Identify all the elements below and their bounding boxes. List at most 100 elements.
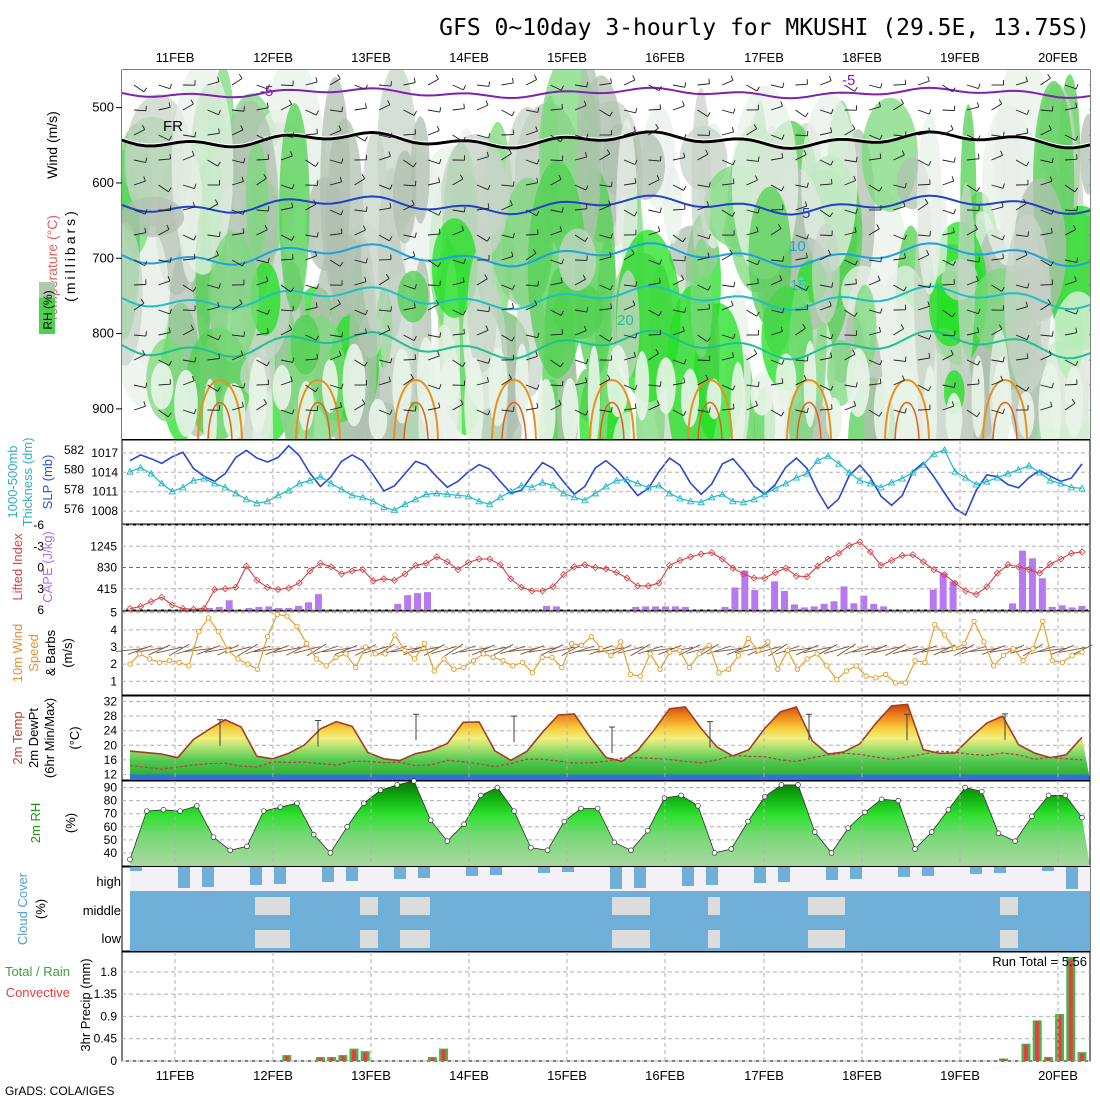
wind-barb-flag [365,103,367,109]
thickness-point [824,451,832,459]
wind-barb-flag [439,107,442,113]
wind-barb [637,645,663,655]
rh-blob [923,365,937,439]
wind-barb [354,209,367,212]
wind-barb-flag [193,408,197,414]
wind-barb [305,334,317,341]
cape-bar [880,606,888,610]
cloud-high-bar [130,867,142,871]
wind-barb-flag [194,183,197,189]
wind-barb-flag [218,109,221,115]
cape-bar [790,604,798,610]
bottom-date-label: 18FEB [842,1068,882,1083]
wind-barb [1015,132,1028,136]
wind-barb-flag [901,150,905,156]
wind-barb [1015,109,1028,115]
cape-bar [949,581,957,610]
rh-blob [248,357,268,434]
wind-barb [961,645,987,655]
wind-barb-flag [1000,150,1003,156]
wind-barb-flag [924,198,929,204]
wind-barb [378,207,391,211]
wind-barb-flag [217,301,220,308]
wind-speed-point [775,666,781,672]
wind-speed-point [500,658,506,664]
wind-speed-point [460,664,467,671]
isotherm-label: -5 [842,72,855,89]
cape-bar [771,581,779,610]
wind-barb [354,259,367,264]
dewpoint-line [129,750,1083,770]
wind-barb [354,281,367,286]
thickness-point [930,449,938,457]
wind-barb [648,230,661,236]
li-point [454,566,462,574]
wind-barb-flag [853,400,857,406]
wind-barb [476,104,489,111]
wind-barb-flag [900,99,904,104]
wind-barb [525,334,538,339]
li-point [327,563,335,571]
3hr-precip-panel: 1.81.350.90.450 [94,956,1090,1068]
cape-bar [1078,605,1086,610]
wind-barb-flag [782,256,784,262]
wind-speed-point [529,670,536,676]
wind-barb-flag [192,287,197,292]
thickness-point [1004,469,1012,477]
wind-speed-point [883,671,889,678]
wind-barb-flag [387,100,391,105]
cape-bar [1038,578,1046,610]
cloud-high-bar [682,867,694,886]
wind-barb-flag [828,75,832,81]
rh-blob [488,347,508,427]
wind-barb-flag [802,323,806,329]
cloud-high-bar [634,867,646,888]
li-point [940,571,949,579]
wind-barb [844,405,856,411]
wind-barb-flag [610,406,613,412]
wind-barb [550,282,563,286]
wind-barb [892,645,918,655]
wind-barb [648,282,661,286]
wind-barb [329,233,342,236]
thickness-point [612,476,621,484]
wind-label-2: Speed [26,634,41,672]
rh-blob [342,343,366,427]
wind-barb [427,130,440,136]
wind-barb [1015,203,1027,211]
wind-barb [770,331,783,336]
wind-barb [550,108,563,111]
wind-speed-point [794,666,801,672]
cloud-high-bar [562,867,574,872]
cape-bar [800,607,808,610]
wind-barb [1089,209,1090,211]
li-point [549,583,557,591]
wind-barb-flag [852,124,856,130]
wind-speed-point [127,661,133,667]
wind-barb-flag [927,76,930,82]
wind-barb [207,284,220,289]
li-point [708,549,716,557]
wind-barb-flag [634,178,637,184]
wind-barb-flag [315,387,319,392]
wind-barb [574,309,587,313]
wind-barb [305,109,317,116]
wind-barb-flag [1025,386,1030,392]
wind-barb-flag [314,250,318,256]
cloud-high-bar [922,867,934,876]
wind-barb [280,380,293,386]
wind-barb-flag [488,358,491,364]
wind-speed-point [578,642,585,648]
wind-barb-flag [777,224,782,229]
wind-barb-flag [586,81,589,87]
rh-blob [272,365,292,411]
wind-barb [1040,259,1052,267]
wind-barb-flag [488,133,491,139]
wind-barb [868,184,880,192]
wind-barb-flag [142,350,146,355]
thickness-point [454,491,462,499]
wind-barb [599,184,612,188]
wind-barb-flag [487,410,491,416]
li-point [898,551,906,560]
wind-barb [452,209,465,213]
